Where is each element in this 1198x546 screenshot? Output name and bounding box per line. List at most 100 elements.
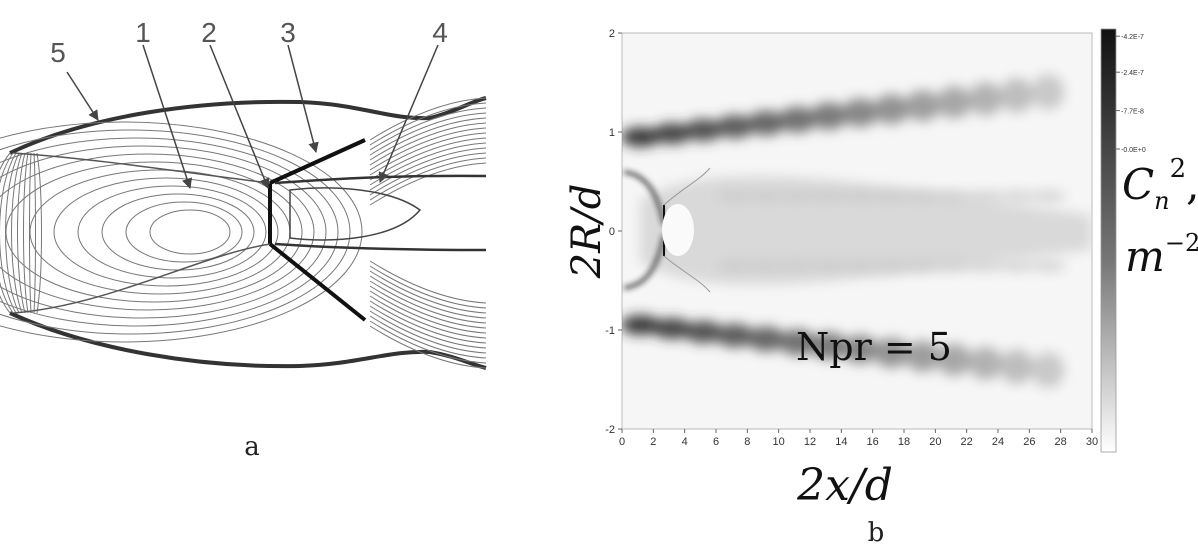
contour-downstream-line <box>369 102 487 146</box>
colorbar-tick-label: -2.4E-7 <box>1121 70 1144 77</box>
x-tick-label: 0 <box>619 436 625 448</box>
inner-cell <box>936 190 973 203</box>
contour-downstream-line <box>369 270 487 314</box>
contour-fan-line <box>0 152 11 314</box>
shear-cell <box>873 94 910 125</box>
x-ticks: 0 2 4 6 8 10 12 14 16 18 20 22 24 26 28 30 <box>619 429 1098 448</box>
shear-cell <box>937 86 972 119</box>
panel-b-caption: b <box>868 518 885 546</box>
jet-boundary-upper <box>9 96 487 155</box>
inner-cell <box>873 259 910 272</box>
contour-downstream-line <box>369 152 487 196</box>
contour-fan-line <box>17 152 26 314</box>
x-tick-label: 10 <box>773 436 785 448</box>
contour-downstream-line <box>369 117 487 161</box>
contour-downstream-line <box>369 305 487 349</box>
callout-arrow-4 <box>378 44 439 183</box>
contour-fan-line <box>33 152 36 314</box>
unit-exponent: −2/3 <box>1165 229 1198 257</box>
quantity-comma: , <box>1186 160 1198 209</box>
contour-downstream-line <box>369 290 487 334</box>
contour-loop <box>0 129 351 335</box>
colorbar-tick-label: -4.2E-7 <box>1121 34 1144 41</box>
y-tick-label: -2 <box>605 424 615 436</box>
shear-cell <box>747 326 785 352</box>
inner-shock-lower <box>623 234 666 290</box>
x-tick-label: 4 <box>682 436 688 448</box>
contour-lines <box>0 97 487 369</box>
x-tick-label: 12 <box>804 436 816 448</box>
y-tick-label: -1 <box>605 325 615 337</box>
shear-cell <box>747 110 785 136</box>
x-tick-label: 22 <box>961 436 973 448</box>
shear-cell <box>622 126 661 147</box>
contour-fan-line <box>5 152 20 314</box>
barrel-shock-upper <box>13 152 271 184</box>
shear-cell <box>715 323 754 348</box>
contour-loop <box>125 201 243 263</box>
shear-cell <box>1032 352 1065 388</box>
contour-downstream-line <box>369 285 487 329</box>
colorbar-ticks: -4.2E-7 -2.4E-7 -7.7E-8 -0.0E+0 <box>1116 34 1146 154</box>
inner-cell <box>716 259 753 272</box>
inner-cell <box>842 259 879 272</box>
slip-line-upper <box>274 174 487 185</box>
jet-boundary-lower <box>9 311 487 370</box>
x-tick-label: 30 <box>1086 436 1098 448</box>
barrel-shock-lower <box>13 243 271 314</box>
shear-cell <box>778 106 816 133</box>
callout-arrow-1 <box>142 44 193 189</box>
inner-shock-upper <box>623 170 666 226</box>
inner-cell <box>810 259 847 272</box>
contour-loop <box>53 177 279 287</box>
shear-cell <box>968 346 1003 380</box>
inner-cell <box>748 190 785 203</box>
callout-label-4: 4 <box>432 17 448 48</box>
contour-downstream-line <box>369 280 487 324</box>
inner-cell <box>1030 259 1067 272</box>
inner-cell <box>716 190 753 203</box>
x-tick-label: 2 <box>650 436 656 448</box>
contour-loop <box>5 161 303 303</box>
shear-cell <box>1000 349 1034 384</box>
shear-cell <box>684 118 723 142</box>
contour-downstream-line <box>369 310 487 354</box>
inner-cell <box>967 259 1004 272</box>
quantity-subscript: n <box>1154 187 1169 215</box>
contour-loop <box>0 145 327 319</box>
panel-b-plot: 210-1-2 0 2 4 6 8 10 12 14 16 18 20 22 24 26 28 30 -4.2… <box>564 28 1198 546</box>
shear-cell <box>684 320 723 344</box>
shear-cell <box>968 82 1003 116</box>
inner-cell <box>998 259 1035 272</box>
inner-cell <box>748 259 785 272</box>
contour-fan-line <box>36 152 42 314</box>
inner-cell <box>873 190 910 203</box>
y-tick-label: 0 <box>609 226 615 238</box>
contour-downstream-line <box>369 265 487 309</box>
contour-downstream-line <box>369 315 487 359</box>
shear-cell <box>842 98 879 127</box>
contour-downstream-line <box>369 260 487 304</box>
contour-downstream-line <box>369 157 487 201</box>
contour-downstream-line <box>369 112 487 156</box>
quantity-label: Cn2, <box>1122 154 1198 215</box>
contour-fan-line <box>0 152 14 314</box>
unit-base: m <box>1125 232 1165 281</box>
inner-cell <box>967 190 1004 203</box>
contour-fan-line <box>29 152 32 314</box>
unit-label: m−2/3 <box>1125 229 1198 281</box>
x-tick-label: 20 <box>929 436 941 448</box>
contour-downstream-line <box>369 320 487 364</box>
shear-cell <box>842 335 879 364</box>
subsonic-core-b <box>662 204 694 256</box>
expansion-fan-upper <box>663 167 711 206</box>
shear-cell <box>937 343 972 376</box>
callout-arrow-5 <box>66 71 99 121</box>
x-tick-label: 18 <box>898 436 910 448</box>
panel-a-diagram: 5 1 2 3 4 a <box>0 17 487 462</box>
contour-downstream-line <box>369 127 487 171</box>
x-tick-label: 26 <box>1023 436 1035 448</box>
shear-cell <box>1032 74 1065 110</box>
annotation-npr: Npr = 5 <box>796 325 952 369</box>
inner-cell <box>936 259 973 272</box>
